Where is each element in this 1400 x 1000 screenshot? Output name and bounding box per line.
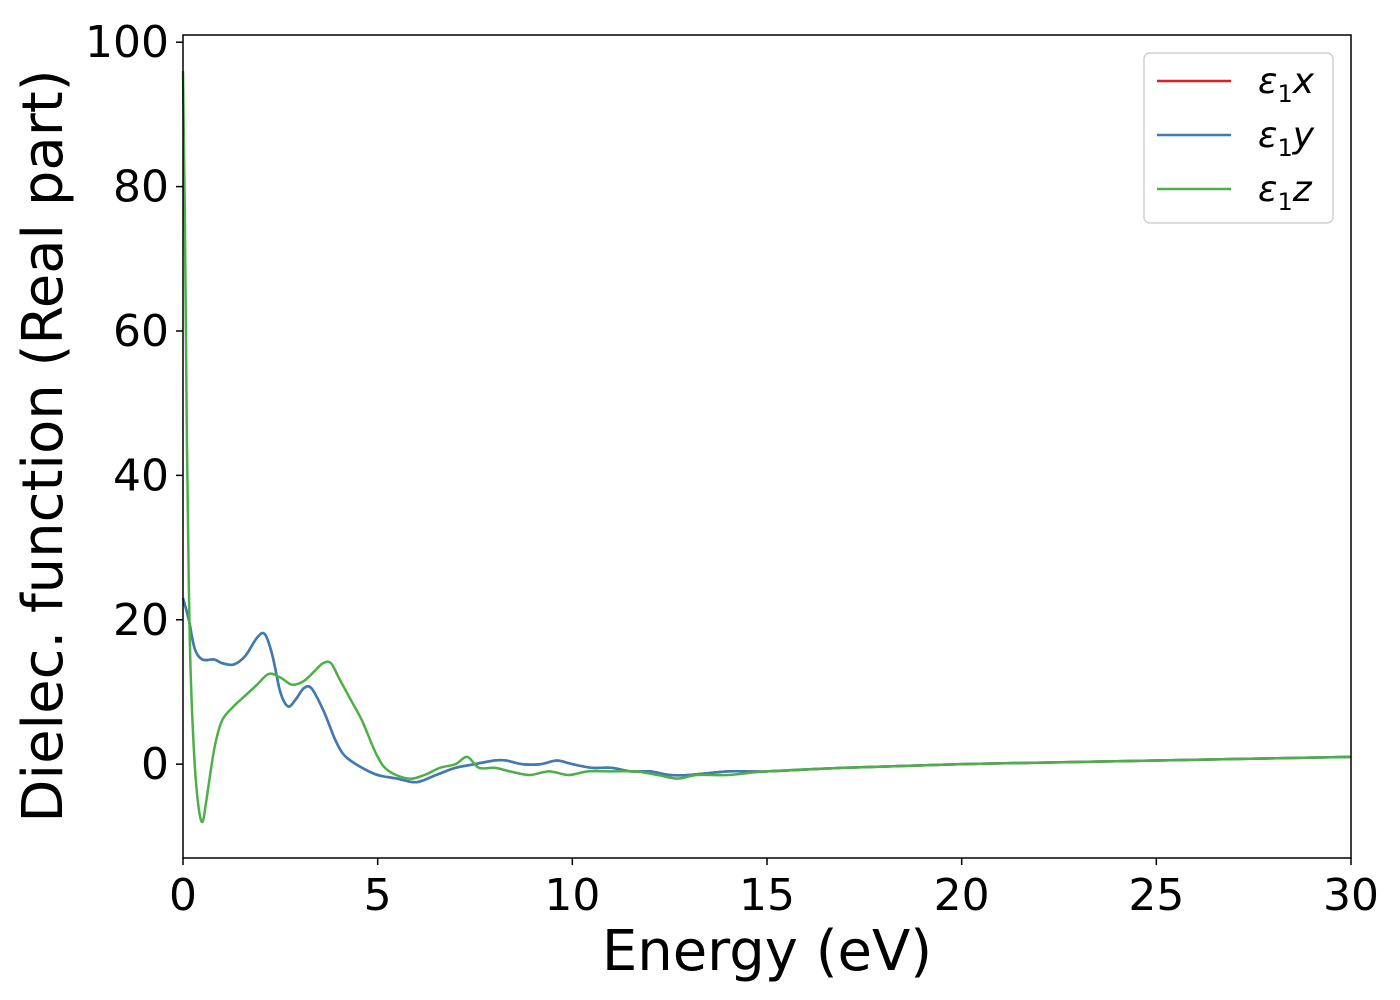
x-axis-ticks: 0 5 10 15 20 25 30 (169, 858, 1379, 921)
x-tick-label: 5 (364, 870, 392, 921)
legend-label-1: ε1x (1258, 61, 1315, 108)
x-tick-label: 25 (1128, 870, 1184, 921)
x-tick-label: 15 (739, 870, 795, 921)
x-tick-label: 0 (169, 870, 197, 921)
y-axis-title: Dielec. function (Real part) (11, 69, 76, 822)
y-tick-label: 20 (113, 595, 169, 646)
x-tick-label: 30 (1323, 870, 1379, 921)
legend-label-2: ε1y (1258, 115, 1315, 162)
x-axis-title: Energy (eV) (602, 919, 932, 984)
y-tick-label: 60 (113, 306, 169, 357)
y-axis-ticks: 0 20 40 60 80 100 (85, 17, 183, 790)
series-line-3 (181, 71, 1352, 824)
x-tick-label: 10 (544, 870, 600, 921)
legend-box (1143, 52, 1334, 224)
y-tick-label: 40 (113, 450, 169, 501)
x-tick-label: 20 (934, 870, 990, 921)
y-tick-label: 0 (141, 739, 169, 790)
series-line-2 (181, 597, 1352, 784)
legend: ε1x ε1y ε1z (1143, 52, 1334, 224)
y-tick-label: 80 (113, 162, 169, 213)
y-tick-label: 100 (85, 17, 169, 68)
legend-label-3: ε1z (1258, 169, 1313, 216)
series-layer (181, 71, 1352, 824)
